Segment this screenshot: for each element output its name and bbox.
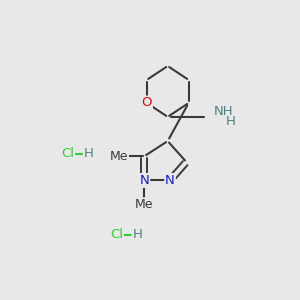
Text: H: H: [225, 116, 235, 128]
Text: H: H: [133, 228, 142, 241]
Text: NH: NH: [214, 105, 234, 118]
Text: N: N: [140, 174, 149, 187]
Text: Cl: Cl: [61, 147, 74, 160]
Text: O: O: [142, 97, 152, 110]
Text: N: N: [165, 174, 175, 187]
Text: Cl: Cl: [110, 228, 123, 241]
Text: Me: Me: [110, 150, 128, 163]
Text: Me: Me: [135, 198, 154, 211]
Text: H: H: [84, 147, 94, 160]
